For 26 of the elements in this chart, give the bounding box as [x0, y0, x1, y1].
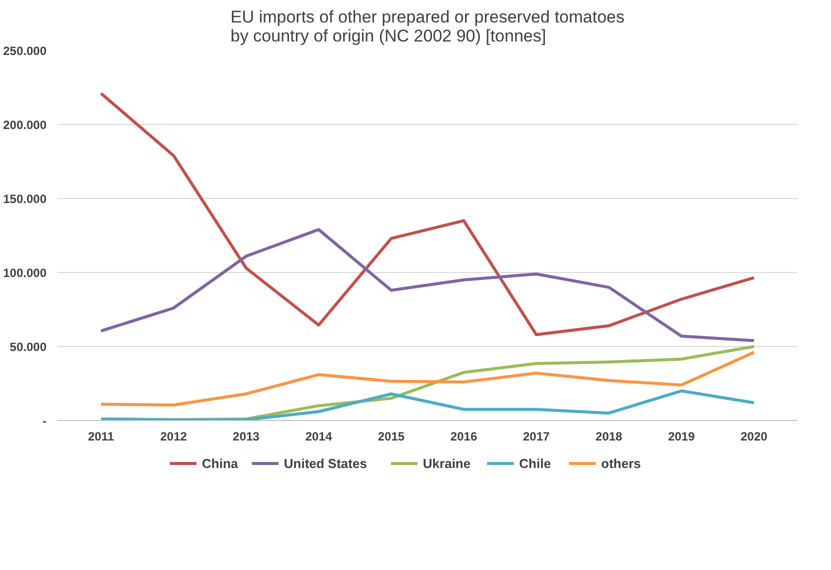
x-tick-label: 2019 [668, 430, 696, 444]
x-tick-label: 2015 [378, 430, 405, 444]
legend-label: Ukraine [422, 456, 471, 471]
line-series [100, 350, 756, 406]
x-tick-label: 2017 [522, 430, 550, 444]
x-tick-label: 2011 [88, 430, 114, 444]
y-tick-label: 100.000 [3, 266, 47, 280]
x-tick-label: 2012 [160, 430, 188, 444]
x-tick-label: 2013 [232, 430, 260, 444]
x-tick-label: 2018 [596, 430, 623, 444]
legend-label: China [202, 456, 239, 471]
line-series [100, 228, 756, 342]
line-series [100, 92, 756, 336]
y-tick-label: 200.000 [3, 118, 47, 132]
x-tick-label: 2020 [740, 430, 768, 444]
legend-label: Chile [519, 456, 551, 471]
x-tick-label: 2016 [450, 430, 478, 444]
chart-title: EU imports of other prepared or preserved tomatoes by country of origin (NC 2002 90) [tonnes] [230, 8, 625, 46]
line-series [100, 389, 756, 420]
y-tick-label: 50.000 [10, 340, 47, 354]
legend-label: United States [284, 456, 367, 471]
y-tick-label: - [42, 414, 47, 428]
y-tick-label: 250.000 [3, 44, 47, 58]
x-tick-label: 2014 [305, 430, 332, 444]
y-tick-label: 150.000 [3, 192, 47, 206]
legend-label: others [601, 456, 641, 471]
